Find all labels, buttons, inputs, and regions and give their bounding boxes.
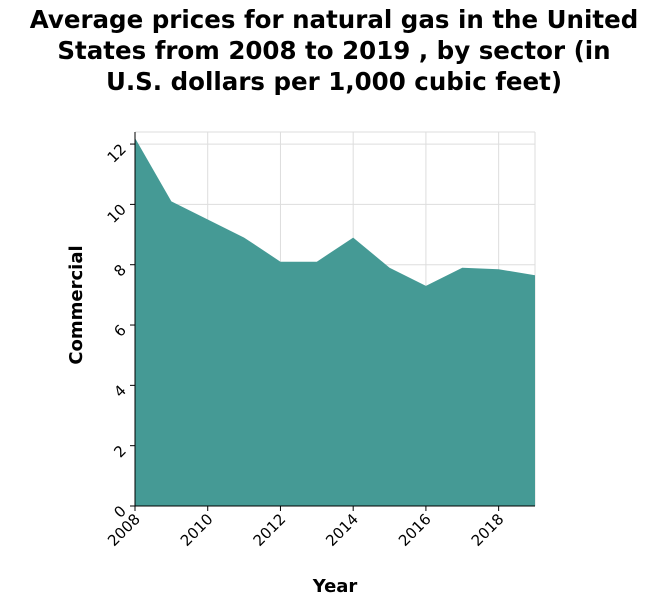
x-tick-label: 2012 [250,510,290,550]
y-tick-label: 12 [104,140,130,166]
y-axis-label: Commercial [66,245,87,364]
x-tick-label: 2014 [322,510,362,550]
chart-title-line-3: U.S. dollars per 1,000 cubic feet) [105,67,563,96]
chart-title: Average prices for natural gas in the Un… [0,4,668,97]
x-tick-label: 2016 [395,510,435,550]
chart-title-line-2: States from 2008 to 2019 , by sector (in [57,36,611,65]
y-tick-label: 4 [110,381,129,400]
x-axis-label: Year [312,576,358,597]
y-tick-label: 6 [110,321,129,340]
axes [130,132,535,511]
y-tick-label: 8 [110,261,129,280]
x-tick-label: 2018 [468,510,508,550]
y-tick-label: 2 [110,442,129,461]
area-series [135,138,535,506]
x-tick-label: 2010 [177,510,217,550]
chart-title-line-1: Average prices for natural gas in the Un… [29,5,639,34]
y-tick-label: 10 [104,200,130,226]
